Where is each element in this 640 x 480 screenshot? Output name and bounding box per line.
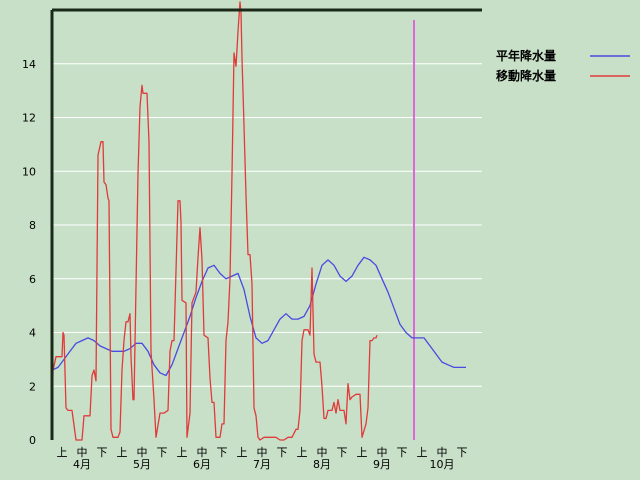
month-label: 10月 — [430, 458, 455, 471]
x-tick-label: 中 — [317, 446, 328, 459]
x-tick-label: 中 — [197, 446, 208, 459]
month-label: 6月 — [193, 458, 211, 471]
x-axis-tick-labels: 上中下上中下上中下上中下上中下上中下上中下 — [57, 446, 468, 459]
x-tick-label: 上 — [177, 446, 188, 459]
month-labels: 4月 5月 6月 7月 8月 9月 10月 — [73, 458, 455, 471]
x-tick-label: 下 — [277, 446, 288, 459]
x-tick-label: 下 — [337, 446, 348, 459]
y-tick-label: 14 — [22, 58, 36, 71]
y-tick-label: 6 — [29, 273, 36, 286]
x-tick-label: 下 — [217, 446, 228, 459]
x-tick-label: 中 — [257, 446, 268, 459]
x-tick-label: 中 — [77, 446, 88, 459]
series-line-1 — [51, 256, 466, 377]
x-tick-label: 上 — [237, 446, 248, 459]
x-tick-label: 下 — [97, 446, 108, 459]
x-tick-label: 上 — [297, 446, 308, 459]
month-label: 8月 — [313, 458, 331, 471]
y-axis-tick-labels: 0 2 4 6 8 10 12 14 — [22, 58, 36, 447]
y-tick-label: 2 — [29, 380, 36, 393]
legend-label-1: 平年降水量 — [496, 48, 556, 63]
y-tick-label: 0 — [29, 434, 36, 447]
y-tick-label: 10 — [22, 165, 36, 178]
y-tick-label: 8 — [29, 219, 36, 232]
x-tick-label: 上 — [117, 446, 128, 459]
series-lines — [51, 1, 466, 441]
month-label: 4月 — [73, 458, 91, 471]
month-label: 7月 — [253, 458, 271, 471]
x-tick-label: 下 — [457, 446, 468, 459]
x-tick-label: 上 — [57, 446, 68, 459]
legend-label-2: 移動降水量 — [496, 68, 556, 83]
x-tick-label: 中 — [137, 446, 148, 459]
x-tick-label: 下 — [157, 446, 168, 459]
axes — [50, 8, 482, 440]
x-tick-label: 中 — [437, 446, 448, 459]
grid-lines — [52, 63, 482, 387]
month-label: 9月 — [373, 458, 391, 471]
x-tick-label: 上 — [357, 446, 368, 459]
series-line-2 — [51, 1, 378, 441]
x-tick-label: 中 — [377, 446, 388, 459]
y-tick-label: 4 — [29, 327, 36, 340]
month-label: 5月 — [133, 458, 151, 471]
x-tick-label: 下 — [397, 446, 408, 459]
y-tick-label: 12 — [22, 112, 36, 125]
x-tick-label: 上 — [417, 446, 428, 459]
